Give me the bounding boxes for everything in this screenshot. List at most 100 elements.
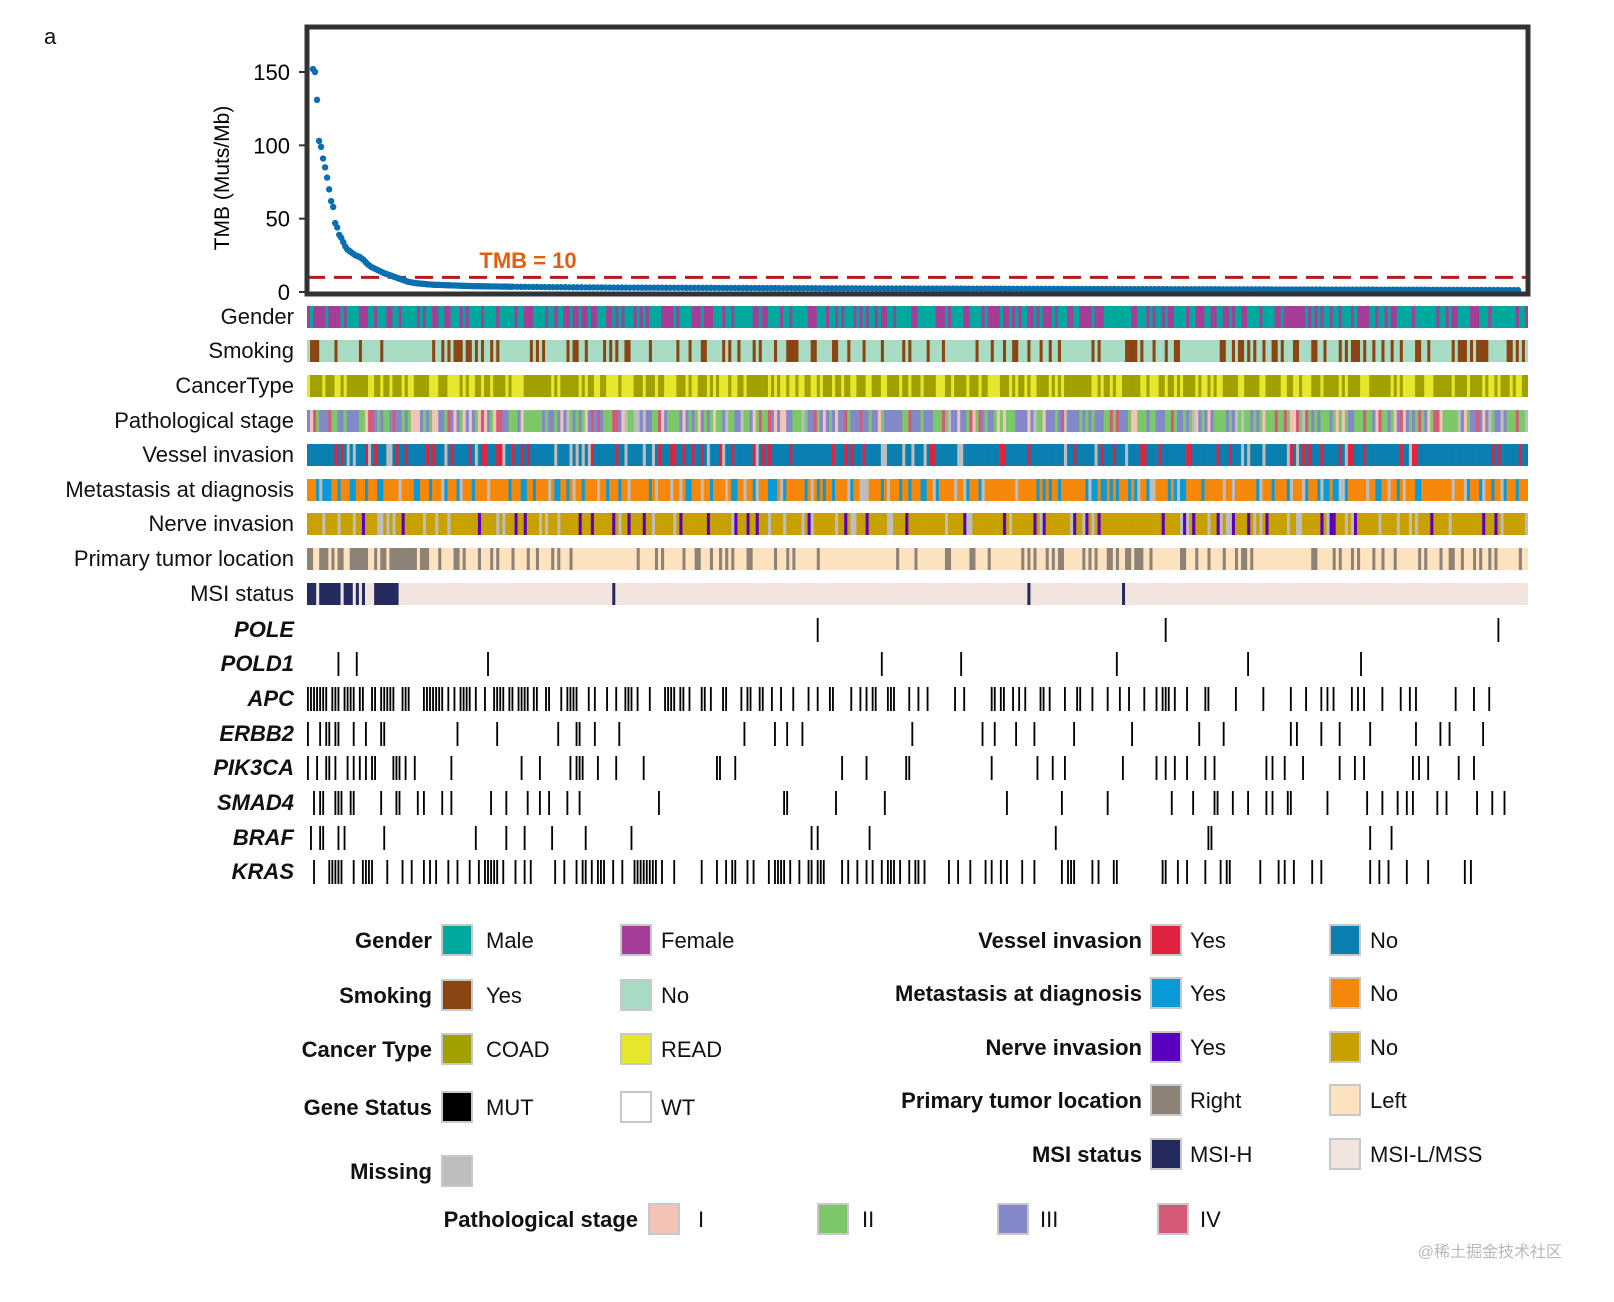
sample-cell bbox=[1140, 410, 1144, 432]
sample-cell bbox=[392, 375, 396, 397]
sample-cell bbox=[1009, 410, 1013, 432]
sample-cell bbox=[941, 340, 946, 362]
sample-cell bbox=[908, 513, 912, 535]
mutation-mark bbox=[523, 860, 526, 884]
sample-cell bbox=[1503, 479, 1507, 501]
sample-cell bbox=[1436, 513, 1440, 535]
mutation-mark bbox=[520, 756, 523, 780]
sample-cell bbox=[648, 340, 653, 362]
mutation-mark bbox=[316, 756, 318, 780]
sample-cell bbox=[1524, 583, 1528, 605]
sample-cell bbox=[911, 340, 915, 362]
sample-cell bbox=[1140, 444, 1144, 466]
sample-cell bbox=[813, 444, 818, 466]
sample-cell bbox=[767, 340, 772, 362]
sample-cell bbox=[480, 410, 485, 432]
mutation-mark bbox=[487, 652, 489, 676]
sample-cell bbox=[1228, 340, 1233, 362]
sample-cell bbox=[1518, 479, 1523, 501]
sample-cell bbox=[358, 479, 363, 501]
sample-cell bbox=[767, 513, 772, 535]
sample-cell bbox=[963, 548, 967, 570]
sample-cell bbox=[502, 410, 506, 432]
sample-cell bbox=[1289, 479, 1294, 501]
mutation-mark bbox=[914, 860, 917, 884]
sample-cell bbox=[1079, 548, 1083, 570]
mutation-mark bbox=[1366, 791, 1369, 815]
sample-cell bbox=[334, 513, 338, 535]
sample-cell bbox=[474, 375, 479, 397]
sample-cell bbox=[426, 306, 430, 328]
sample-cell bbox=[1506, 513, 1510, 535]
sample-cell bbox=[1491, 513, 1495, 535]
sample-cell bbox=[545, 513, 549, 535]
sample-cell bbox=[1460, 375, 1465, 397]
sample-cell bbox=[734, 306, 738, 328]
sample-cell bbox=[932, 410, 937, 432]
sample-cell bbox=[603, 479, 607, 501]
sample-cell bbox=[1100, 548, 1105, 570]
sample-cell bbox=[352, 444, 357, 466]
sample-cell bbox=[673, 548, 677, 570]
sample-cell bbox=[401, 479, 405, 501]
sample-cell bbox=[1219, 548, 1224, 570]
mutation-mark bbox=[654, 860, 657, 884]
sample-cell bbox=[1360, 548, 1364, 570]
sample-cell bbox=[948, 444, 952, 466]
sample-cell bbox=[896, 513, 900, 535]
sample-cell bbox=[1299, 375, 1303, 397]
sample-cell bbox=[734, 340, 738, 362]
sample-cell bbox=[1399, 444, 1404, 466]
sample-cell bbox=[1408, 479, 1413, 501]
sample-cell bbox=[377, 479, 381, 501]
sample-cell bbox=[847, 479, 851, 501]
sample-cell bbox=[1509, 444, 1514, 466]
sample-cell bbox=[847, 548, 851, 570]
sample-cell bbox=[1350, 583, 1355, 605]
sample-cell bbox=[1299, 410, 1303, 432]
sample-cell bbox=[658, 513, 662, 535]
sample-cell bbox=[1381, 479, 1385, 501]
sample-cell bbox=[813, 375, 818, 397]
sample-cell bbox=[1387, 583, 1391, 605]
sample-cell bbox=[490, 513, 494, 535]
sample-cell bbox=[938, 548, 943, 570]
sample-cell bbox=[331, 410, 335, 432]
sample-cell bbox=[444, 479, 448, 501]
sample-cell bbox=[1415, 375, 1419, 397]
sample-cell bbox=[627, 548, 631, 570]
sample-cell bbox=[975, 444, 979, 466]
sample-cell bbox=[798, 513, 802, 535]
sample-cell bbox=[1149, 548, 1153, 570]
sample-cell bbox=[1180, 513, 1184, 535]
sample-cell bbox=[343, 340, 347, 362]
sample-cell bbox=[1094, 444, 1098, 466]
sample-cell bbox=[1103, 444, 1108, 466]
sample-cell bbox=[352, 548, 357, 570]
mutation-mark bbox=[1186, 756, 1188, 780]
sample-cell bbox=[670, 513, 674, 535]
sample-cell bbox=[1180, 444, 1184, 466]
sample-cell bbox=[453, 548, 457, 570]
sample-cell bbox=[1494, 548, 1498, 570]
sample-cell bbox=[978, 513, 982, 535]
sample-cell bbox=[1216, 410, 1220, 432]
sample-cell bbox=[1476, 375, 1480, 397]
sample-cell bbox=[496, 410, 500, 432]
sample-cell bbox=[419, 548, 424, 570]
sample-cell bbox=[670, 479, 674, 501]
sample-cell bbox=[511, 548, 515, 570]
sample-cell bbox=[1430, 306, 1434, 328]
sample-cell bbox=[832, 340, 836, 362]
sample-cell bbox=[404, 444, 409, 466]
sample-cell bbox=[807, 306, 811, 328]
mutation-mark bbox=[474, 687, 477, 711]
sample-cell bbox=[499, 375, 503, 397]
sample-cell bbox=[407, 583, 412, 605]
sample-cell bbox=[621, 583, 625, 605]
mutation-mark bbox=[709, 687, 712, 711]
sample-cell bbox=[828, 444, 833, 466]
sample-cell bbox=[1146, 375, 1150, 397]
sample-cell bbox=[658, 444, 662, 466]
sample-cell bbox=[1393, 375, 1398, 397]
